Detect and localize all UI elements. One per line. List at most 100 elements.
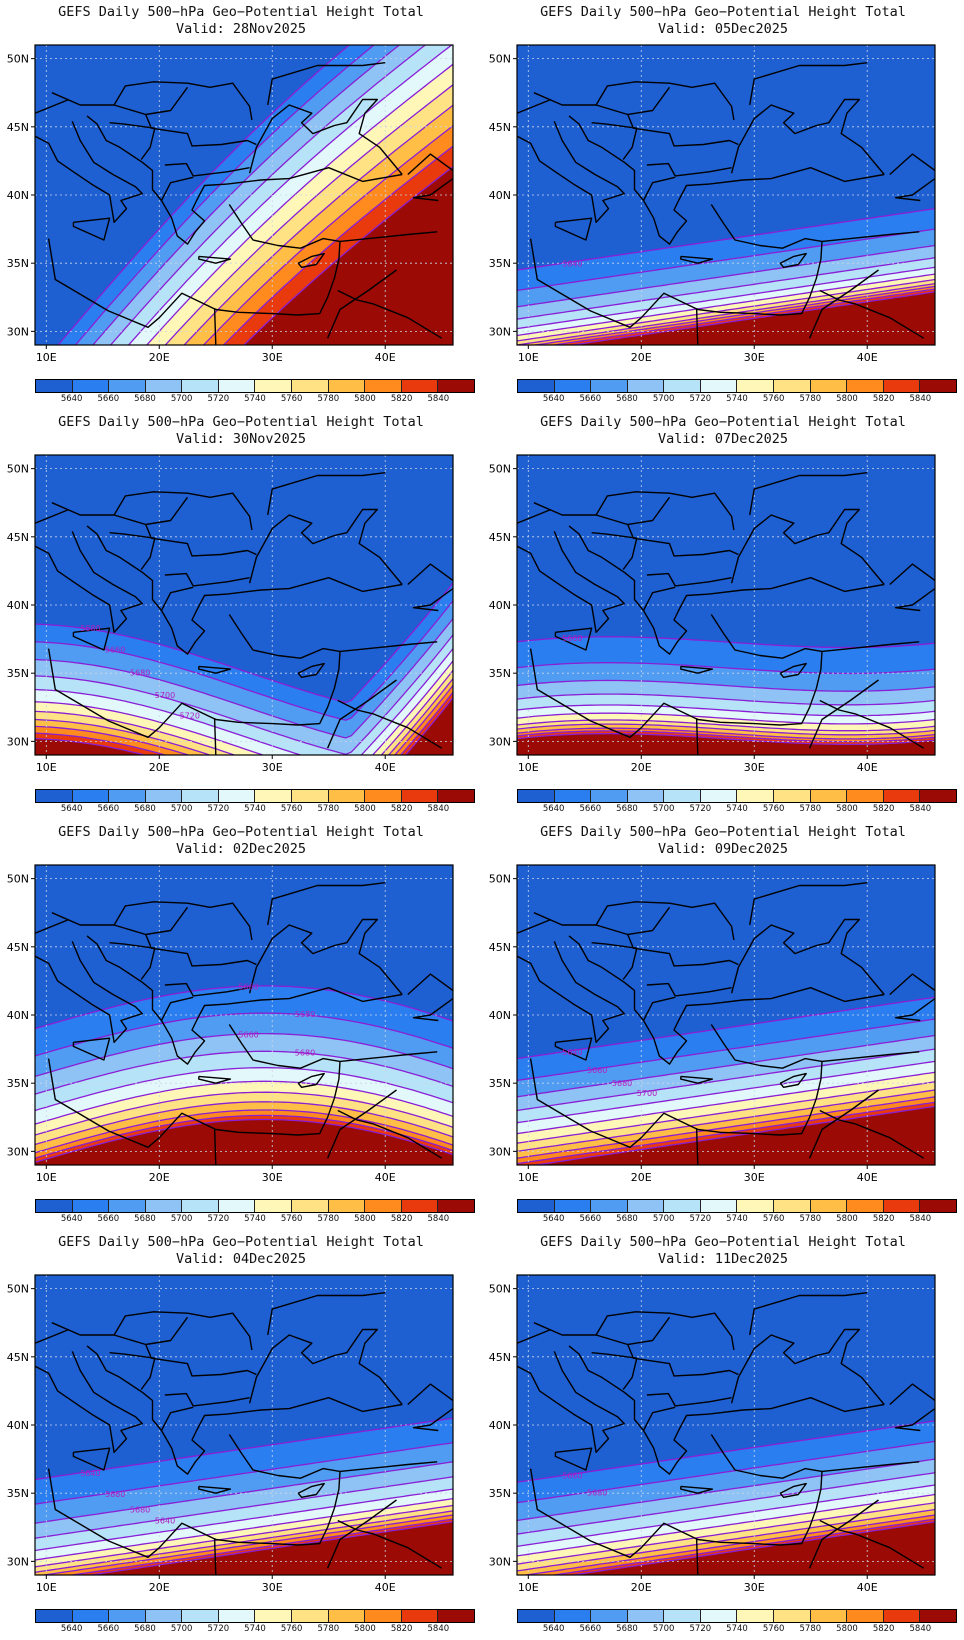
lon-label: 20E [631, 1581, 652, 1594]
colorbar-labels: 5640 5660 5680 5700 5720 5740 5760 5780 5800 5820… [35, 394, 475, 406]
coastline [710, 1434, 823, 1479]
contour-line [164, 83, 453, 345]
map-panel: GEFS Daily 500−hPa Geo−Potential Height … [0, 0, 482, 410]
height-map: 50N 45N 40N 35N 30N 10E 20E 30E 40E [7, 44, 454, 364]
colorbar-label: 5760 [762, 1624, 785, 1634]
coastline [568, 115, 645, 201]
colorbar-label: 5640 [542, 1624, 565, 1634]
colorbar-swatch [591, 1200, 628, 1212]
colorbar-label: 5700 [170, 1624, 193, 1634]
lat-label: 35N [7, 257, 29, 270]
lat-label: 45N [489, 1351, 511, 1364]
colorbar-swatch [36, 380, 73, 392]
colorbar-label: 5760 [762, 394, 785, 404]
contour-line [86, 1521, 453, 1575]
coastline [680, 255, 714, 264]
coastline [749, 62, 868, 106]
contour-label: 5660 [562, 1472, 582, 1481]
colorbar-swatch [109, 790, 146, 802]
coastline [808, 1499, 879, 1569]
lon-label: 30E [262, 761, 283, 774]
colorbar-label: 5680 [134, 1214, 156, 1224]
colorbar [35, 379, 475, 393]
colorbar-label: 5720 [207, 394, 230, 404]
contour-line [517, 719, 935, 732]
coastline [568, 1345, 645, 1431]
coastline [646, 162, 732, 177]
coastline [267, 472, 386, 516]
coastline [109, 942, 156, 980]
coastline [326, 1089, 397, 1159]
colorbar-label: 5660 [579, 804, 602, 814]
colorbar-label: 5840 [909, 394, 932, 404]
colorbar-labels: 5640 5660 5680 5700 5720 5740 5760 5780 5800 5820… [517, 394, 957, 406]
coastline [326, 1499, 397, 1569]
coastline [944, 551, 963, 592]
contour-line [145, 63, 453, 345]
colorbar-swatch [774, 790, 811, 802]
coastline [35, 941, 144, 1044]
coastline [709, 576, 885, 595]
colorbar-label: 5740 [726, 1624, 748, 1634]
coastline [529, 648, 823, 738]
contour-line [517, 1484, 935, 1548]
lat-label: 35N [7, 1077, 29, 1090]
lat-label: 30N [489, 325, 511, 338]
colorbar-swatch [145, 1610, 183, 1622]
height-band [35, 678, 453, 755]
coastline [267, 62, 386, 106]
colorbar-label: 5660 [579, 394, 602, 404]
coastline [808, 269, 879, 339]
contour-line [35, 1050, 453, 1095]
coastline [533, 491, 735, 531]
lat-label: 50N [7, 873, 29, 886]
coastline [646, 1392, 732, 1407]
coastline [228, 614, 341, 659]
lon-label: 40E [857, 351, 878, 364]
colorbar-label: 5820 [390, 1214, 413, 1224]
coastline [730, 1328, 885, 1405]
coastline [749, 1292, 868, 1336]
lon-label: 10E [518, 761, 539, 774]
lat-label: 30N [489, 1145, 511, 1158]
colorbar-swatch [847, 1200, 884, 1212]
colorbar-label: 5680 [616, 394, 638, 404]
contour-label: 5680 [612, 1079, 632, 1088]
contour-line [35, 1032, 453, 1078]
colorbar-label: 5700 [652, 394, 675, 404]
lon-label: 40E [375, 1581, 396, 1594]
lon-label: 30E [262, 351, 283, 364]
coastline [730, 508, 885, 585]
colorbar-label: 5800 [354, 1624, 376, 1634]
colorbar-swatch [109, 1200, 146, 1212]
lat-label: 50N [7, 1283, 29, 1296]
colorbar-swatch [774, 1200, 811, 1212]
panel-valid-date: Valid: 09Dec2025 [657, 841, 789, 857]
contour-line [517, 679, 935, 692]
colorbar-label: 5660 [97, 394, 120, 404]
colorbar-swatch [72, 1610, 110, 1622]
lon-label: 40E [857, 1171, 878, 1184]
colorbar-swatch [518, 1200, 555, 1212]
colorbar-label: 5780 [799, 1624, 822, 1634]
contour-line [243, 165, 453, 345]
lon-label: 10E [518, 1581, 539, 1594]
coastline [808, 679, 879, 749]
contour-label: 5660 [238, 1030, 258, 1039]
colorbar-swatch [292, 1200, 329, 1212]
contour-line [517, 723, 935, 736]
contour-label: 5680 [130, 1505, 150, 1514]
colorbar-label: 5760 [280, 804, 303, 814]
coastline [109, 532, 156, 570]
colorbar-label: 5720 [207, 1624, 230, 1634]
coastline [227, 1396, 403, 1415]
coastline [35, 1328, 70, 1344]
lon-label: 20E [631, 351, 652, 364]
colorbar-swatch [182, 1200, 219, 1212]
contour-label: 5680 [130, 668, 150, 677]
height-band [244, 166, 453, 345]
coastline [86, 115, 163, 201]
contour-label: 5640 [80, 1469, 100, 1478]
colorbar-label: 5800 [354, 394, 376, 404]
